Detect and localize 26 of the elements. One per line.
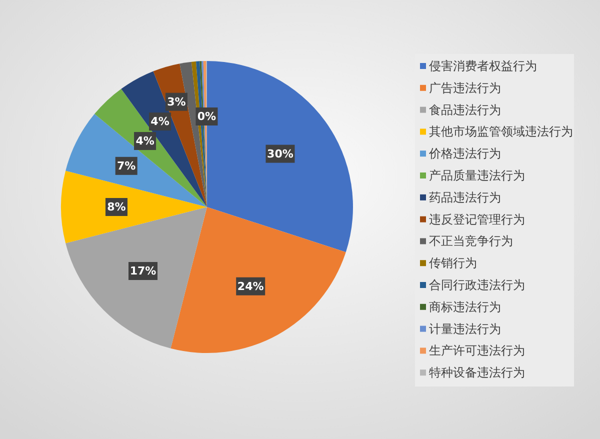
legend-label: 价格违法行为 bbox=[428, 146, 501, 161]
data-label: 0% bbox=[197, 110, 216, 123]
legend-label: 不正当竞争行为 bbox=[429, 234, 513, 248]
pie-slice bbox=[61, 170, 207, 244]
legend-label: 药品违法行为 bbox=[429, 190, 501, 204]
data-label: 4% bbox=[150, 115, 170, 128]
legend-label: 侵害消费者权益行为 bbox=[429, 59, 537, 73]
data-label: 17% bbox=[130, 264, 156, 278]
data-label: 8% bbox=[107, 200, 126, 214]
data-label: 4% bbox=[136, 134, 154, 148]
legend-label: 计量违法行为 bbox=[429, 322, 501, 336]
legend-label: 传销行为 bbox=[429, 256, 477, 270]
pie-slice bbox=[170, 207, 346, 353]
legend-label: 合同行政违法行为 bbox=[429, 278, 525, 292]
legend-label: 商标违法行为 bbox=[429, 300, 501, 314]
legend-label: 食品违法行为 bbox=[429, 102, 501, 117]
legend-label: 违反登记管理行为 bbox=[429, 212, 525, 226]
data-label: 3% bbox=[167, 95, 186, 108]
legend-label: 其他市场监管领域违法行为 bbox=[429, 124, 573, 139]
data-label: 24% bbox=[237, 280, 264, 293]
data-label: 30% bbox=[267, 147, 294, 160]
data-label: 7% bbox=[117, 159, 136, 172]
legend-label: 产品质量违法行为 bbox=[429, 168, 525, 182]
legend-label: 广告违法行为 bbox=[429, 80, 501, 95]
legend-label: 特种设备违法行为 bbox=[429, 366, 525, 380]
legend-label: 生产许可违法行为 bbox=[429, 344, 525, 358]
